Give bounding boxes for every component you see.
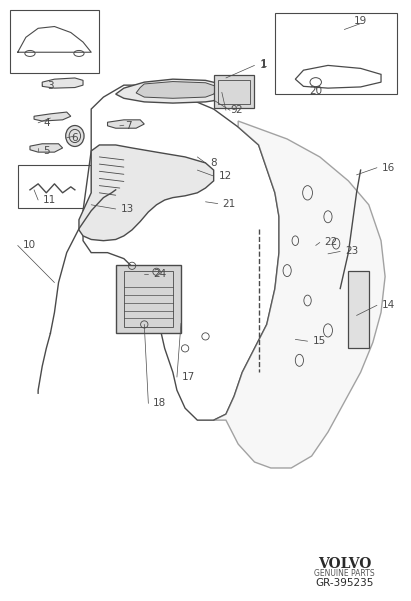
Text: GENUINE PARTS: GENUINE PARTS xyxy=(314,569,374,578)
Polygon shape xyxy=(115,79,234,103)
Text: 15: 15 xyxy=(312,336,326,346)
Text: 4: 4 xyxy=(43,118,50,128)
Bar xyxy=(124,270,173,328)
Text: 6: 6 xyxy=(72,133,78,143)
Text: 20: 20 xyxy=(309,86,322,96)
Text: 18: 18 xyxy=(153,398,166,409)
Text: 3: 3 xyxy=(47,81,54,91)
Text: 21: 21 xyxy=(223,198,236,209)
Text: VOLVO: VOLVO xyxy=(318,557,371,571)
Text: 7: 7 xyxy=(125,121,131,131)
Text: 16: 16 xyxy=(382,163,395,172)
Text: 14: 14 xyxy=(382,300,395,310)
Text: 10: 10 xyxy=(23,240,36,251)
Polygon shape xyxy=(108,120,144,128)
Polygon shape xyxy=(214,121,385,468)
Text: GR-395235: GR-395235 xyxy=(315,578,374,588)
Text: 2: 2 xyxy=(235,105,242,115)
Polygon shape xyxy=(30,144,62,152)
Bar xyxy=(218,81,250,105)
Polygon shape xyxy=(79,145,214,240)
Bar xyxy=(18,165,91,208)
Polygon shape xyxy=(136,82,218,99)
Text: 1: 1 xyxy=(259,60,266,70)
Polygon shape xyxy=(42,78,83,88)
Text: 17: 17 xyxy=(182,372,195,382)
Text: 11: 11 xyxy=(43,195,56,205)
Text: 5: 5 xyxy=(43,146,50,156)
Text: 19: 19 xyxy=(354,16,367,25)
Bar xyxy=(349,270,369,349)
Text: 9: 9 xyxy=(231,105,238,115)
Bar xyxy=(214,75,254,108)
Bar xyxy=(115,264,181,334)
Text: 24: 24 xyxy=(153,269,166,279)
Text: 23: 23 xyxy=(345,246,358,257)
Text: 22: 22 xyxy=(325,237,338,248)
Bar xyxy=(275,13,397,94)
Text: 8: 8 xyxy=(210,158,217,168)
Text: 1: 1 xyxy=(261,59,267,69)
Text: 12: 12 xyxy=(219,171,232,181)
Text: 13: 13 xyxy=(120,204,134,214)
Ellipse shape xyxy=(66,126,84,147)
Polygon shape xyxy=(34,112,71,121)
Bar xyxy=(9,10,99,73)
